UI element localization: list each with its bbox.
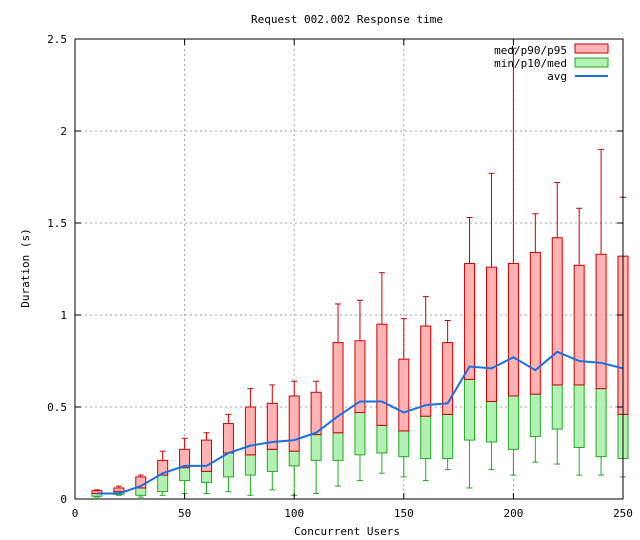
legend-swatch-min-p10-med <box>574 57 609 68</box>
box-x-240 <box>595 148 607 476</box>
box-med-p90 <box>442 342 454 415</box>
box-x-200 <box>507 47 519 476</box>
x-tick-label: 200 <box>503 507 523 520</box>
y-tick-label: 2.5 <box>47 33 67 46</box>
box-med-p90 <box>573 264 585 386</box>
x-tick-label: 100 <box>284 507 304 520</box>
box-p10-med <box>442 413 454 460</box>
x-tick-label: 0 <box>72 507 79 520</box>
box-p10-med <box>485 400 497 443</box>
box-x-150 <box>398 318 410 478</box>
box-x-110 <box>310 380 322 494</box>
box-x-100 <box>288 380 300 496</box>
box-med-p90 <box>595 253 607 390</box>
box-x-130 <box>354 299 366 482</box>
box-x-170 <box>442 320 454 471</box>
box-med-p90 <box>354 340 366 414</box>
box-p10-med <box>266 448 278 472</box>
box-x-90 <box>266 384 278 491</box>
avg-line <box>96 350 624 495</box>
y-axis-label: Duration (s) <box>19 228 32 307</box>
box-p10-med <box>135 487 147 496</box>
box-x-60 <box>201 432 213 494</box>
chart-title: Request 002.002 Response time <box>251 13 443 26</box>
box-p10-med <box>376 424 388 454</box>
box-p10-med <box>398 430 410 458</box>
box-x-50 <box>179 437 191 494</box>
box-med-p90 <box>310 391 322 436</box>
box-p10-med <box>244 454 256 476</box>
box-x-210 <box>529 213 541 463</box>
box-x-190 <box>485 172 497 471</box>
box-x-180 <box>464 216 476 489</box>
box-p10-med <box>507 395 519 450</box>
box-med-p90 <box>507 262 519 397</box>
box-med-p90 <box>113 487 125 493</box>
box-med-p90 <box>244 406 256 456</box>
box-med-p90 <box>266 402 278 450</box>
plot-frame <box>74 38 624 500</box>
y-tick-label: 0.5 <box>47 401 67 414</box>
box-p10-med <box>288 450 300 467</box>
box-x-140 <box>376 272 388 474</box>
box-med-p90 <box>222 423 234 454</box>
box-med-p90 <box>485 266 497 402</box>
box-p10-med <box>179 467 191 482</box>
box-x-80 <box>244 388 256 496</box>
box-x-160 <box>420 296 432 482</box>
box-plots <box>91 47 629 498</box>
box-med-p90 <box>529 251 541 395</box>
y-tick-label: 0 <box>60 493 67 506</box>
legend: med/p90/p95 min/p10/med avg <box>494 43 609 83</box>
x-tick-label: 250 <box>613 507 633 520</box>
box-p10-med <box>420 415 432 460</box>
box-p10-med <box>310 434 322 461</box>
box-med-p90 <box>551 237 563 386</box>
box-p10-med <box>573 384 585 448</box>
box-med-p90 <box>398 358 410 432</box>
box-p10-med <box>332 432 344 461</box>
axis-ticks: 0 0.5 1 1.5 2 2.5 0 50 100 150 200 250 <box>47 33 633 520</box>
x-tick-label: 150 <box>394 507 414 520</box>
y-tick-label: 1 <box>60 309 67 322</box>
x-tick-label: 50 <box>178 507 191 520</box>
box-med-p90 <box>332 342 344 434</box>
box-p10-med <box>222 452 234 478</box>
box-p10-med <box>529 393 541 437</box>
box-x-40 <box>157 450 169 496</box>
box-x-120 <box>332 303 344 487</box>
y-tick-label: 1.5 <box>47 217 67 230</box>
box-p10-med <box>157 474 169 493</box>
box-x-220 <box>551 182 563 465</box>
box-med-p90 <box>420 325 432 417</box>
x-axis-label: Concurrent Users <box>294 525 400 538</box>
legend-label-med-p90-p95: med/p90/p95 <box>494 44 567 57</box>
legend-swatch-med-p90-p95 <box>574 43 609 54</box>
box-p10-med <box>464 378 476 441</box>
box-med-p90 <box>464 262 476 380</box>
box-med-p90 <box>179 448 191 469</box>
y-tick-label: 2 <box>60 125 67 138</box>
box-p10-med <box>595 388 607 458</box>
legend-label-min-p10-med: min/p10/med <box>494 57 567 70</box>
box-med-p90 <box>201 439 213 472</box>
box-p10-med <box>551 384 563 430</box>
box-med-p90 <box>288 395 300 452</box>
legend-label-avg: avg <box>547 70 567 83</box>
box-med-p90 <box>157 459 169 476</box>
box-p10-med <box>354 412 366 456</box>
box-med-p90 <box>376 323 388 426</box>
box-x-230 <box>573 207 585 476</box>
box-p10-med <box>201 470 213 483</box>
